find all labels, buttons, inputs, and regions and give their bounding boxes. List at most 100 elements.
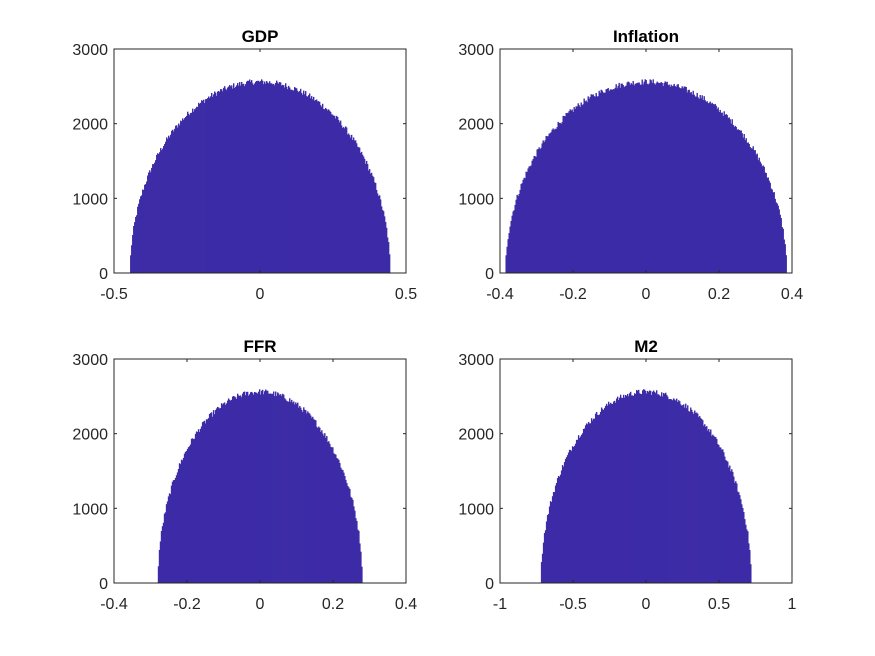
inflation-bin: [752, 146, 754, 273]
inflation-bin: [569, 109, 571, 273]
gdp-bin: [140, 196, 142, 273]
inflation-bin: [728, 117, 730, 273]
gdp-xtick-label: 0: [256, 286, 265, 303]
ffr-bin: [216, 406, 219, 583]
m2-bin: [727, 461, 729, 583]
gdp-bin: [218, 90, 220, 273]
inflation-ytick-label: 3000: [458, 42, 494, 59]
gdp-bin: [212, 96, 214, 273]
m2-bin: [554, 485, 557, 583]
m2-bin: [570, 451, 573, 583]
inflation-bin: [593, 96, 595, 273]
gdp-bin: [328, 110, 331, 273]
gdp-bin: [356, 146, 359, 273]
inflation-bin: [560, 123, 562, 273]
m2-bin: [732, 471, 734, 583]
gdp-bin: [268, 83, 270, 273]
ffr-bin: [191, 438, 194, 583]
gdp-bin: [208, 96, 210, 273]
gdp-bin: [320, 106, 323, 274]
gdp-bin: [263, 84, 265, 273]
inflation-bin: [777, 205, 779, 273]
ffr-bin: [267, 390, 269, 583]
ffr-bin: [271, 393, 273, 583]
ffr-bin: [345, 479, 347, 583]
gdp-bin: [377, 196, 380, 273]
m2-bin: [653, 390, 655, 583]
m2-bin: [685, 403, 687, 583]
gdp-bin: [352, 137, 355, 273]
ffr-bin: [328, 441, 330, 583]
ffr-bin: [279, 395, 281, 583]
inflation-bin: [627, 81, 629, 274]
ffr-bin: [175, 475, 178, 583]
m2-bin: [713, 435, 715, 583]
ffr-bin: [210, 412, 213, 583]
m2-bin: [631, 395, 634, 583]
m2-bin: [693, 414, 695, 583]
m2-bin: [627, 396, 630, 583]
gdp-bin: [267, 82, 269, 274]
gdp-bin: [266, 81, 268, 273]
gdp-bin: [223, 87, 225, 273]
gdp-bin: [332, 115, 335, 273]
m2-bin: [697, 413, 699, 583]
ffr-bin: [161, 526, 164, 583]
ffr-bin: [256, 393, 259, 583]
inflation-bin: [725, 114, 727, 273]
gdp-bin: [153, 164, 155, 273]
m2-bin: [721, 449, 723, 583]
inflation-bin: [762, 165, 764, 273]
gdp-bin: [343, 128, 346, 273]
gdp-bin: [358, 147, 361, 273]
inflation-bin: [505, 255, 507, 273]
m2-bin: [737, 491, 739, 583]
gdp-bin: [277, 83, 280, 273]
inflation-bin: [697, 97, 699, 273]
m2-bin: [638, 393, 641, 583]
inflation-bin: [732, 124, 734, 273]
m2-bin: [689, 411, 691, 583]
inflation-bin: [580, 102, 582, 274]
inflation-bin: [537, 148, 539, 273]
inflation-bin: [551, 129, 553, 273]
m2-bin: [742, 507, 744, 583]
m2-bin: [658, 394, 660, 583]
m2-bin: [745, 524, 747, 583]
inflation-bin: [592, 94, 594, 273]
ffr-bin: [323, 435, 325, 583]
m2-bin: [575, 439, 578, 583]
inflation-bin: [659, 82, 661, 274]
ffr-bin: [304, 409, 306, 583]
inflation-bin: [756, 153, 758, 273]
m2-bin: [724, 456, 726, 583]
inflation-bin: [575, 106, 577, 274]
inflation-bin: [562, 115, 564, 274]
gdp-bin: [355, 143, 358, 273]
inflation-bin: [730, 123, 732, 273]
gdp-bin: [256, 81, 258, 273]
gdp-bin: [364, 163, 367, 273]
inflation-bin: [582, 104, 584, 273]
ffr-bin: [201, 422, 204, 583]
m2-bin: [585, 423, 588, 583]
m2-bin: [572, 446, 575, 583]
inflation-bin: [738, 129, 740, 273]
m2-bin: [564, 458, 567, 583]
ffr-bin: [319, 427, 321, 583]
gdp-bin: [345, 127, 348, 273]
m2-bin: [606, 405, 609, 583]
gdp-bin: [264, 81, 266, 273]
m2-bin: [703, 425, 705, 583]
ffr-bin: [262, 389, 264, 583]
gdp-bin: [231, 85, 233, 273]
inflation-ytick-label: 0: [485, 266, 494, 283]
m2-bin: [602, 410, 605, 583]
gdp-bin: [232, 88, 234, 274]
m2-xtick-label: -0.5: [559, 596, 587, 613]
m2-bin: [550, 502, 553, 583]
ffr-bin: [246, 391, 249, 583]
gdp-bin: [259, 81, 261, 274]
gdp-bin: [309, 98, 312, 273]
gdp-bin: [276, 82, 279, 273]
